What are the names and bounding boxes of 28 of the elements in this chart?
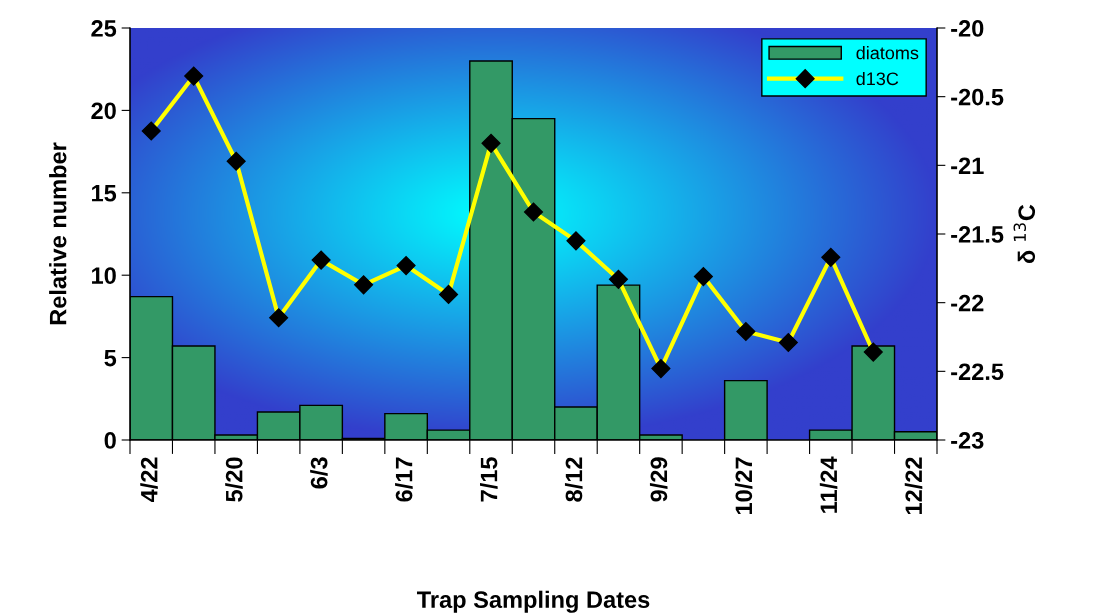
y-tick-label: 5 <box>104 349 117 367</box>
y2-tick-label: -21 <box>951 157 984 174</box>
legend-label: d13C <box>856 71 899 86</box>
y-tick-label: 10 <box>92 267 116 284</box>
y2-tick-label: -22.5 <box>951 363 1004 381</box>
legend-label: diatoms <box>856 46 919 60</box>
y-tick-label: 0 <box>104 432 116 449</box>
y2-tick-label: -20 <box>951 20 984 37</box>
y2-tick-label: -22 <box>951 294 984 312</box>
x-tick-label: 11/24 <box>819 456 838 513</box>
y-tick-label: 15 <box>92 185 117 202</box>
y2-axis-title: δ $^{13}$C <box>1013 204 1036 263</box>
x-tick-label: 7/15 <box>480 457 498 502</box>
y-tick-label: 25 <box>91 20 117 37</box>
y2-tick-label: -20.5 <box>951 88 1004 106</box>
x-tick-label: 9/29 <box>649 457 668 502</box>
y-axis-title: Relative number <box>49 142 67 325</box>
x-tick-label: 8/12 <box>564 457 583 502</box>
x-axis-title: Trap Sampling Dates <box>416 590 650 613</box>
x-tick-label: 5/20 <box>225 457 243 502</box>
y2-tick-label: -21.5 <box>951 226 1004 243</box>
x-tick-label: 6/3 <box>310 457 328 489</box>
x-tick-label: 12/22 <box>904 457 923 515</box>
y2-tick-label: -23 <box>951 432 984 449</box>
x-tick-label: 10/27 <box>734 457 753 515</box>
y-tick-label: 20 <box>91 102 116 120</box>
x-tick-label: 6/17 <box>395 457 413 502</box>
x-tick-label: 4/22 <box>140 457 158 503</box>
